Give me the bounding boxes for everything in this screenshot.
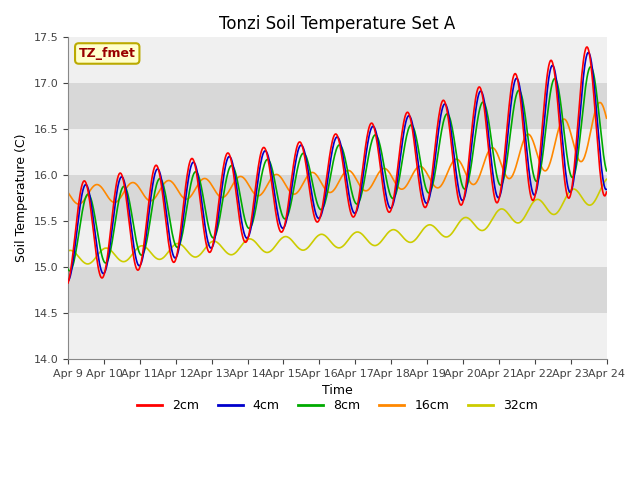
Line: 4cm: 4cm	[68, 52, 607, 281]
Line: 32cm: 32cm	[68, 179, 607, 264]
4cm	[64, 278, 72, 284]
2cm	[419, 199, 426, 204]
2cm	[129, 251, 137, 257]
32cm	[130, 249, 138, 255]
4cm	[585, 49, 593, 55]
32cm	[419, 227, 427, 232]
4cm	[129, 239, 137, 245]
8cm	[130, 225, 138, 231]
Line: 2cm: 2cm	[68, 47, 607, 283]
4cm	[184, 180, 192, 185]
32cm	[74, 253, 82, 259]
4cm	[74, 221, 82, 227]
16cm	[74, 201, 82, 207]
Title: Tonzi Soil Temperature Set A: Tonzi Soil Temperature Set A	[219, 15, 456, 33]
4cm	[419, 188, 426, 194]
Bar	[68, 175, 607, 221]
Bar	[68, 221, 607, 267]
16cm	[64, 190, 72, 195]
8cm	[403, 130, 411, 136]
Bar	[68, 313, 607, 359]
8cm	[213, 228, 221, 233]
2cm	[212, 220, 220, 226]
8cm	[64, 266, 72, 272]
32cm	[64, 248, 72, 254]
Legend: 2cm, 4cm, 8cm, 16cm, 32cm: 2cm, 4cm, 8cm, 16cm, 32cm	[132, 394, 543, 417]
X-axis label: Time: Time	[322, 384, 353, 397]
Bar	[68, 37, 607, 83]
Line: 8cm: 8cm	[68, 67, 607, 271]
8cm	[419, 173, 427, 179]
2cm	[64, 280, 72, 286]
Y-axis label: Soil Temperature (C): Soil Temperature (C)	[15, 134, 28, 263]
16cm	[75, 201, 83, 207]
32cm	[185, 250, 193, 255]
Bar	[68, 83, 607, 129]
32cm	[403, 239, 411, 244]
8cm	[185, 193, 193, 199]
8cm	[66, 268, 74, 274]
32cm	[603, 176, 611, 182]
8cm	[603, 168, 611, 174]
2cm	[184, 168, 192, 174]
Bar	[68, 129, 607, 175]
16cm	[596, 100, 604, 106]
16cm	[403, 181, 411, 187]
32cm	[213, 240, 221, 245]
4cm	[212, 228, 220, 233]
16cm	[213, 191, 221, 196]
Bar	[68, 267, 607, 313]
4cm	[403, 117, 410, 122]
16cm	[603, 115, 611, 121]
16cm	[185, 195, 193, 201]
8cm	[75, 232, 83, 238]
2cm	[603, 189, 611, 195]
16cm	[419, 165, 427, 171]
2cm	[74, 208, 82, 214]
Line: 16cm: 16cm	[68, 103, 607, 204]
8cm	[587, 64, 595, 70]
4cm	[603, 187, 611, 192]
2cm	[403, 110, 410, 116]
2cm	[583, 44, 591, 50]
32cm	[84, 261, 92, 267]
Text: TZ_fmet: TZ_fmet	[79, 47, 136, 60]
16cm	[130, 180, 138, 186]
